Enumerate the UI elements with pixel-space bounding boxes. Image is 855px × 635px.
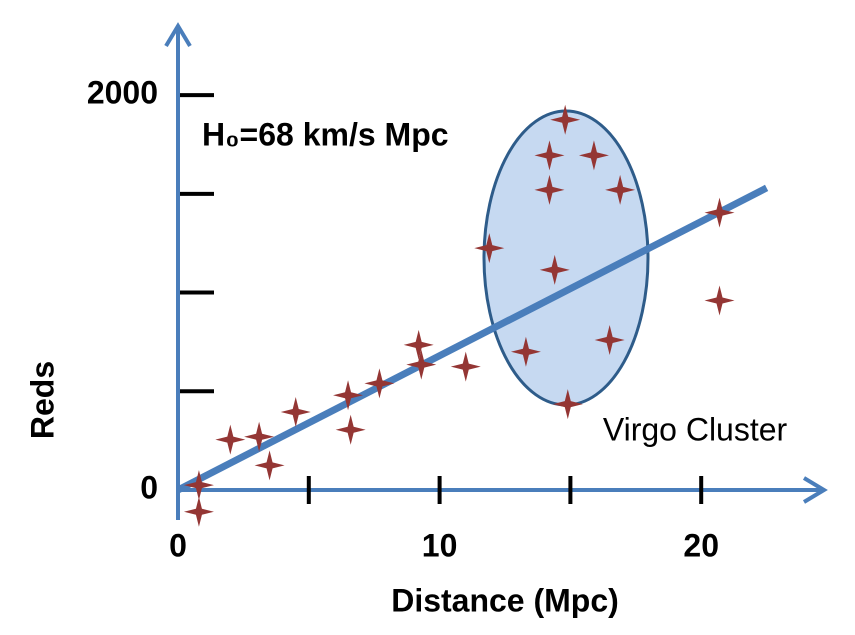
data-point [254, 450, 285, 481]
data-point [333, 380, 364, 411]
data-point [550, 104, 581, 135]
annotation: Virgo Cluster [603, 411, 788, 447]
data-point [605, 174, 636, 205]
data-point [534, 140, 565, 171]
data-point [335, 414, 366, 445]
y-axis-arrow [164, 22, 192, 48]
data-point [594, 324, 625, 355]
data-point [539, 254, 570, 285]
data-point [552, 389, 583, 420]
x-tick-label: 20 [683, 527, 719, 563]
chart-title: H₀=68 km/s Mpc [202, 116, 449, 152]
y-tick-label: 2000 [87, 75, 158, 111]
data-point [450, 351, 481, 382]
data-point [403, 329, 434, 360]
data-point [215, 424, 246, 455]
data-point [183, 470, 214, 501]
data-point [510, 336, 541, 367]
data-point [704, 285, 735, 316]
data-point [534, 174, 565, 205]
y-axis-label: Reds [24, 361, 60, 439]
x-axis-label: Distance (Mpc) [391, 582, 619, 618]
x-tick-label: 10 [422, 527, 458, 563]
data-point [364, 368, 395, 399]
data-point [183, 496, 214, 527]
data-point [474, 233, 505, 264]
x-tick-label: 0 [169, 527, 187, 563]
y-tick-label: 0 [140, 469, 158, 505]
x-axis-arrow [802, 476, 828, 504]
data-point [244, 421, 275, 452]
data-point [406, 349, 437, 380]
data-point [280, 397, 311, 428]
data-point [704, 197, 735, 228]
data-point [578, 140, 609, 171]
fit-line [176, 184, 769, 494]
